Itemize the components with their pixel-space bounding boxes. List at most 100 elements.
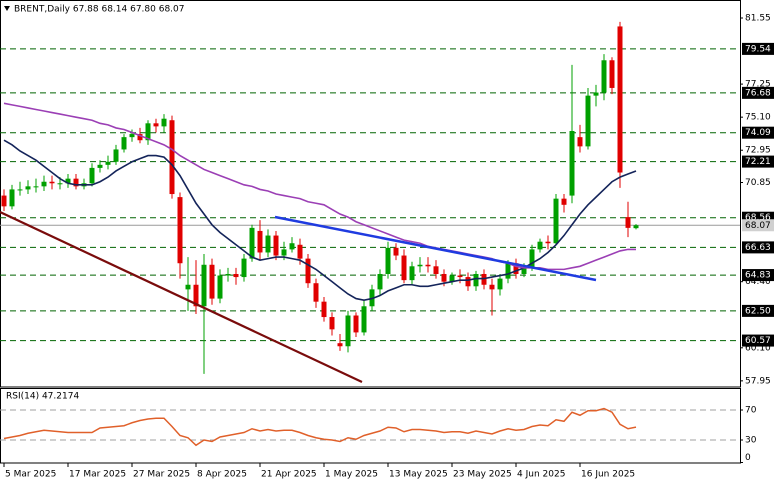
candle-body [217, 275, 223, 299]
candle-body [129, 134, 135, 138]
candle-body [49, 181, 55, 184]
level-label: 79.54 [745, 44, 771, 54]
x-tick-label: 5 Mar 2025 [5, 470, 56, 480]
candle-body [161, 118, 167, 127]
menu-triangle[interactable] [4, 6, 10, 11]
chart-title: BRENT,Daily 67.88 68.14 67.80 68.07 [14, 5, 184, 15]
y-tick-label: 75.10 [745, 113, 771, 123]
candle-body [137, 134, 143, 141]
candle-body [497, 278, 503, 290]
price-panel [0, 0, 741, 388]
candle-body [169, 120, 175, 195]
candle-body [113, 149, 119, 162]
candle-body [593, 92, 599, 96]
level-label: 66.63 [745, 243, 771, 253]
candle-body [65, 178, 71, 184]
candle-body [249, 227, 255, 259]
x-tick-label: 21 Apr 2025 [261, 470, 317, 480]
candle-body [193, 284, 199, 307]
candle-body [545, 241, 551, 244]
level-label-box [742, 269, 774, 282]
y-tick-label: 81.55 [745, 13, 771, 23]
candle-body [337, 343, 343, 347]
last-price-box [742, 219, 774, 232]
x-tick-label: 16 Jun 2025 [581, 470, 635, 480]
candle-body [273, 235, 279, 256]
candle-body [225, 273, 231, 276]
level-label-box [742, 155, 774, 168]
candle-body [601, 60, 607, 93]
candle-body [569, 130, 575, 196]
level-label-box [742, 42, 774, 55]
level-label: 68.56 [745, 213, 771, 223]
candle-body [153, 123, 159, 127]
candle-body [57, 183, 63, 185]
candle-body [353, 315, 359, 333]
level-label: 60.57 [745, 336, 771, 346]
candle-body [305, 258, 311, 284]
candle-body [281, 249, 287, 256]
rsi-title: RSI(14) 47.2174 [6, 392, 79, 402]
candle-body [105, 161, 111, 165]
candle-body [537, 241, 543, 250]
candle-body [449, 275, 455, 282]
candle-body [513, 263, 519, 274]
trend-line [274, 215, 597, 282]
candle-body [529, 249, 535, 268]
y-tick-label: 77.25 [745, 80, 771, 90]
candle-body [233, 273, 239, 278]
candle-body [441, 273, 447, 282]
y-tick-label: 30 [745, 436, 757, 446]
candle-body [313, 283, 319, 302]
level-label-box [742, 86, 774, 99]
y-tick-label: 64.40 [745, 277, 771, 287]
candle-body [521, 267, 527, 274]
candle-body [617, 26, 623, 173]
y-tick-label: 70 [745, 406, 757, 416]
candle-body [257, 230, 263, 253]
level-label-box [742, 241, 774, 254]
candle-body [505, 263, 511, 279]
candle-body [145, 123, 151, 141]
y-tick-label: 60.10 [745, 343, 771, 353]
candle-body [329, 317, 335, 330]
y-tick-label: 70.85 [745, 178, 771, 188]
candle-body [89, 167, 95, 184]
candle-body [185, 284, 191, 290]
candle-body [321, 301, 327, 318]
candle-body [25, 186, 31, 190]
level-label-box [742, 126, 774, 139]
x-tick-label: 13 May 2025 [389, 470, 448, 480]
candle-body [625, 217, 631, 228]
level-label: 76.68 [745, 88, 771, 98]
x-tick-label: 17 Mar 2025 [69, 470, 126, 480]
x-tick-label: 27 Mar 2025 [133, 470, 190, 480]
candle-body [489, 284, 495, 290]
level-label: 62.50 [745, 306, 771, 316]
candle-body [401, 255, 407, 281]
x-tick-label: 4 Jun 2025 [517, 470, 565, 480]
candle-body [73, 178, 79, 187]
candle-body [577, 137, 583, 147]
candle-body [585, 95, 591, 147]
candle-body [265, 235, 271, 253]
candle-body [297, 244, 303, 259]
candle-body [41, 181, 47, 187]
level-label-box [742, 334, 774, 347]
candle-body [9, 189, 15, 207]
candle-body [409, 266, 415, 281]
candle-body [561, 198, 567, 205]
trend-line [0, 211, 363, 383]
candle-body [473, 273, 479, 287]
candle-body [393, 247, 399, 256]
rsi-line [3, 407, 637, 447]
candle-body [377, 273, 383, 290]
candle-body [289, 243, 295, 250]
x-tick-label: 8 Apr 2025 [197, 470, 247, 480]
plot-layer [0, 21, 740, 447]
level-label: 74.09 [745, 128, 771, 138]
candle-body [425, 264, 431, 267]
candle-body [465, 277, 471, 287]
